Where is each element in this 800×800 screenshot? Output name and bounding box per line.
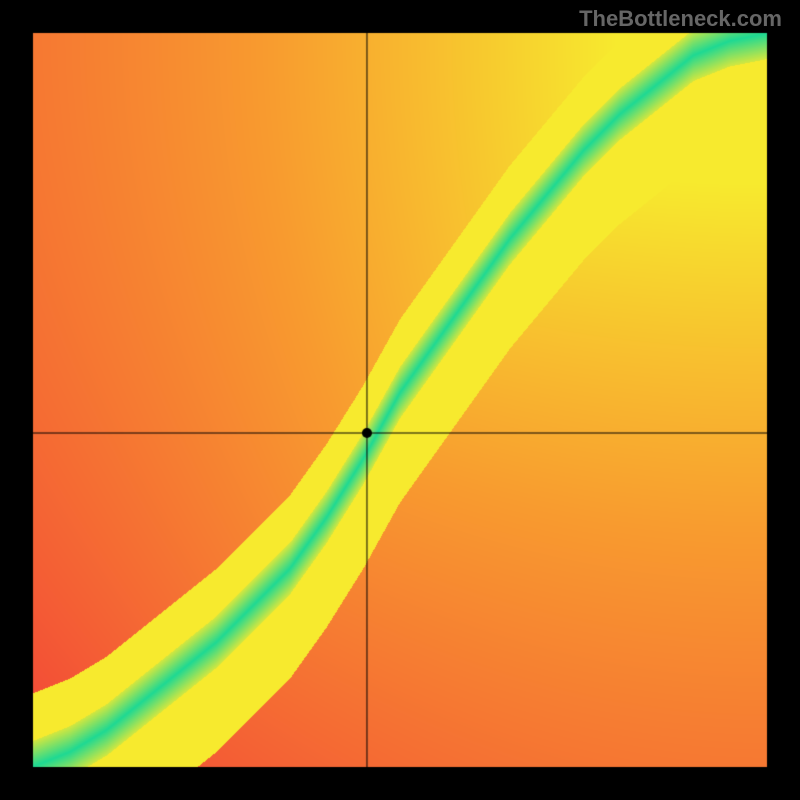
watermark-text: TheBottleneck.com bbox=[579, 6, 782, 32]
